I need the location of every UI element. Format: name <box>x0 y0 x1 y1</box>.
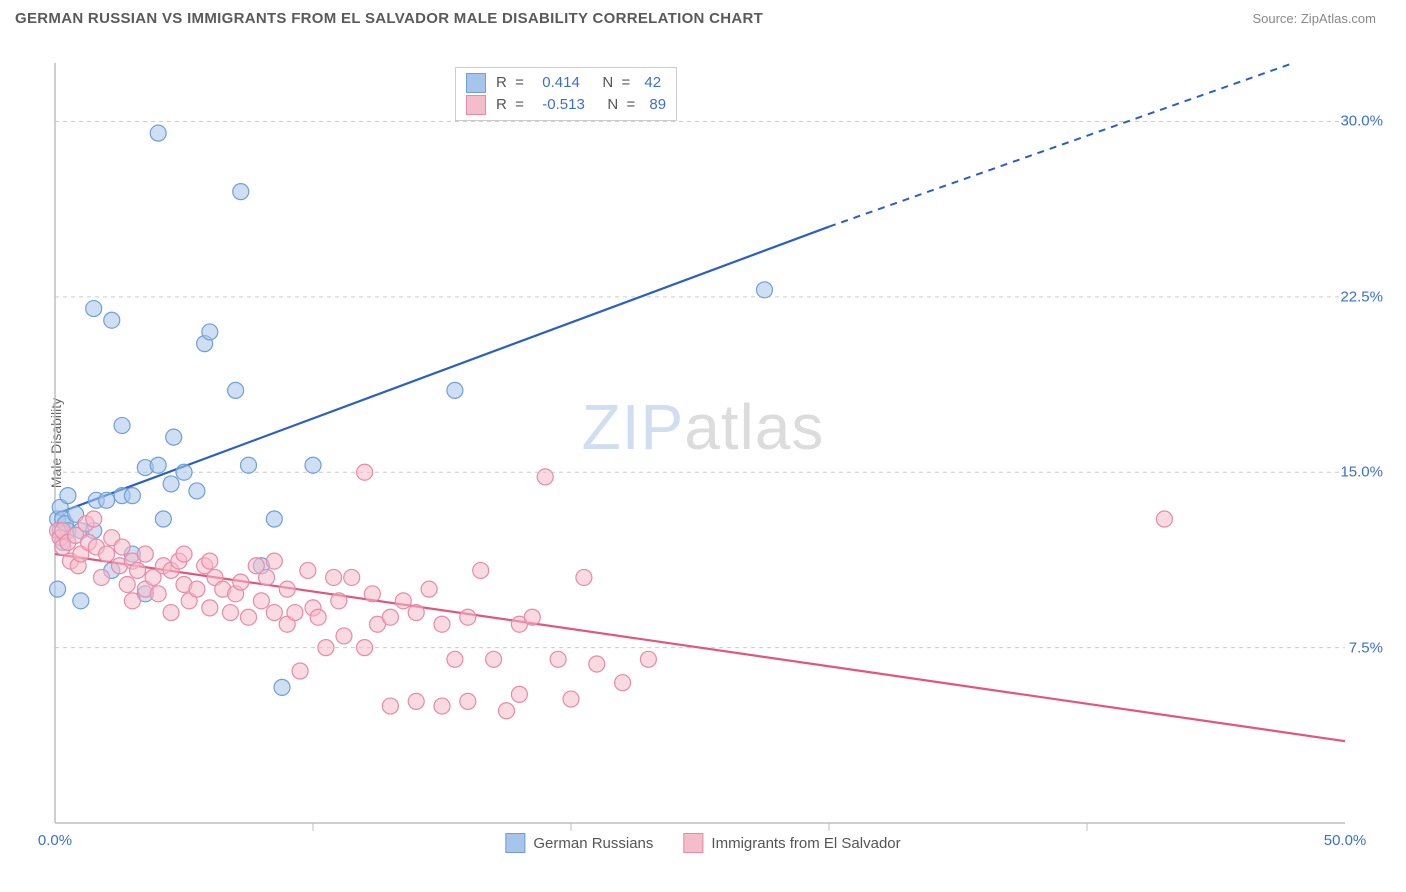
series-legend-label: Immigrants from El Salvador <box>711 835 900 852</box>
correlation-legend-row: R = 0.414 N = 42 <box>466 72 666 94</box>
y-tick-label: 30.0% <box>1340 113 1383 130</box>
y-tick-label: 15.0% <box>1340 464 1383 481</box>
legend-swatch <box>505 833 525 853</box>
x-tick-label: 50.0% <box>1324 832 1367 849</box>
series-legend: German Russians Immigrants from El Salvad… <box>505 833 900 853</box>
chart-header: GERMAN RUSSIAN VS IMMIGRANTS FROM EL SAL… <box>0 0 1406 33</box>
legend-swatch <box>466 73 486 93</box>
correlation-legend-row: R = -0.513 N = 89 <box>466 94 666 116</box>
chart-area: Male Disability ZIPatlas 7.5%15.0%22.5%3… <box>15 33 1391 853</box>
scatter-chart-svg <box>15 33 1391 853</box>
x-tick-label: 0.0% <box>38 832 72 849</box>
series-legend-item: German Russians <box>505 833 653 853</box>
correlation-legend: R = 0.414 N = 42R = -0.513 N = 89 <box>455 67 677 121</box>
legend-swatch <box>466 95 486 115</box>
y-tick-label: 22.5% <box>1340 288 1383 305</box>
legend-swatch <box>683 833 703 853</box>
chart-title: GERMAN RUSSIAN VS IMMIGRANTS FROM EL SAL… <box>15 10 763 27</box>
series-legend-item: Immigrants from El Salvador <box>683 833 900 853</box>
y-tick-label: 7.5% <box>1349 639 1383 656</box>
series-legend-label: German Russians <box>533 835 653 852</box>
source-attribution: Source: ZipAtlas.com <box>1252 11 1376 26</box>
